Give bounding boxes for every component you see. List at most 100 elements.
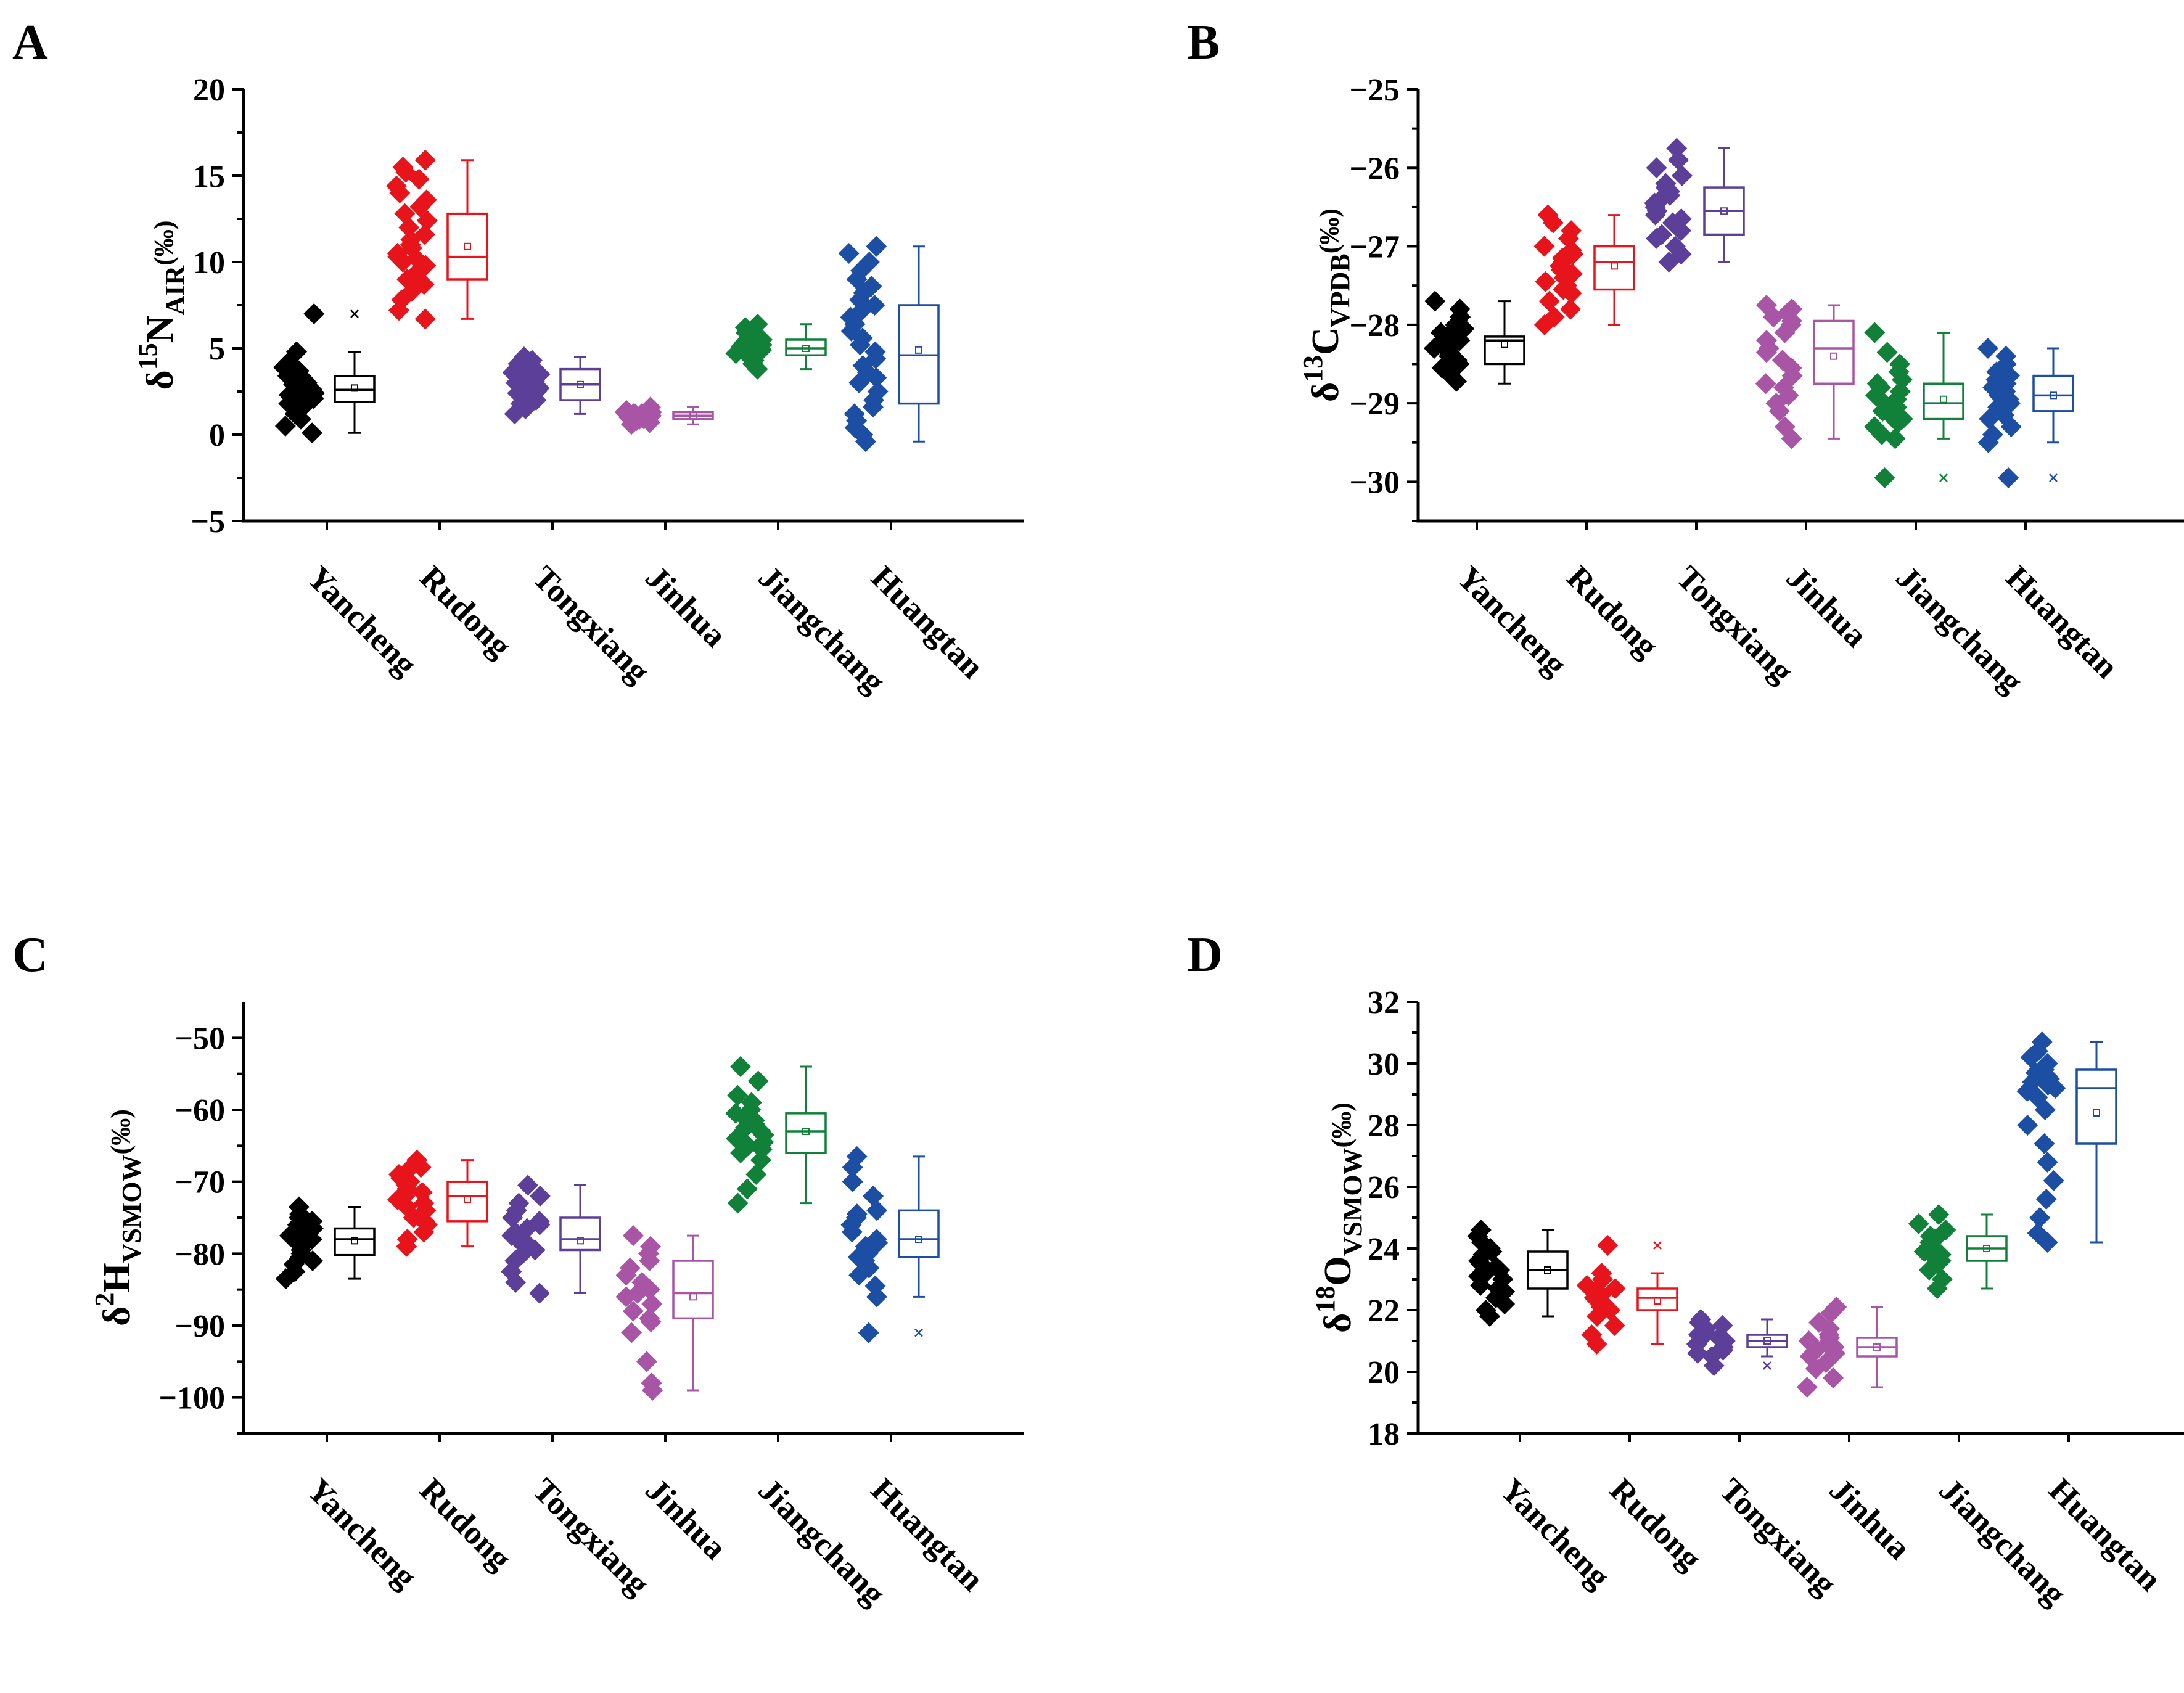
category-huangtan: Huangtan <box>1977 338 2125 686</box>
x-category-label: Yancheng <box>300 559 425 683</box>
data-point <box>1591 1263 1612 1284</box>
data-point <box>1424 290 1446 312</box>
outlier-marker <box>350 309 359 318</box>
data-point <box>513 346 535 367</box>
data-point <box>1485 1256 1507 1277</box>
y-axis-label-part: 2 <box>89 1293 120 1306</box>
y-tick-label: −30 <box>1349 465 1400 500</box>
data-point <box>1919 1226 1941 1247</box>
data-point <box>1774 416 1796 438</box>
y-axis-label-part: δ <box>139 370 181 390</box>
box-iqr <box>898 1209 940 1258</box>
box-iqr <box>785 1112 827 1154</box>
y-axis-label-part: (‰) <box>149 221 179 266</box>
outlier-marker <box>1763 1361 1771 1370</box>
y-tick-label: −27 <box>1349 230 1400 265</box>
data-point <box>1430 322 1451 343</box>
data-point <box>615 1265 637 1286</box>
data-point <box>866 1200 888 1221</box>
data-point <box>2034 1133 2055 1154</box>
data-point <box>858 1322 879 1343</box>
y-tick-label: 24 <box>1368 1232 1400 1267</box>
data-point <box>1908 1213 1929 1234</box>
data-point <box>2037 1053 2058 1074</box>
y-tick-label: 20 <box>1368 1355 1400 1390</box>
data-point <box>1864 322 1886 343</box>
data-point <box>1864 416 1886 438</box>
category-rudong: Rudong <box>386 149 519 665</box>
category-rudong: Rudong <box>1576 1235 1709 1577</box>
data-point <box>1449 298 1471 320</box>
panel-c: C −100 −90 −80 −70 −60 −50 δ2HVSMOW(‰) YanchengR… <box>12 928 1024 1612</box>
data-point <box>1597 1235 1619 1256</box>
y-axis-label-part: δ <box>1305 382 1347 402</box>
data-point <box>1666 137 1688 159</box>
data-point <box>638 1308 660 1329</box>
data-point <box>1533 236 1555 257</box>
category-yancheng: Yancheng <box>1423 290 1574 683</box>
y-axis-label: δ15NAIR(‰) <box>133 221 190 390</box>
mean-marker <box>351 384 358 392</box>
y-tick-label: −5 <box>191 504 225 539</box>
y-axis-label-part: O <box>1317 1256 1359 1285</box>
box-iqr <box>334 1227 376 1256</box>
y-tick-label: −25 <box>1349 73 1400 108</box>
mean-marker <box>351 1237 358 1245</box>
data-point <box>1690 1309 1712 1330</box>
data-point <box>842 1171 863 1192</box>
data-point <box>2035 1189 2057 1210</box>
data-point <box>747 313 768 335</box>
data-point <box>615 400 637 421</box>
y-tick-label: −90 <box>174 1309 225 1344</box>
y-axis-label-part: δ <box>1317 1313 1359 1333</box>
x-category-label: Rudong <box>413 559 519 665</box>
data-point <box>1535 271 1556 292</box>
data-point <box>394 203 416 224</box>
data-point <box>727 1192 749 1214</box>
data-point <box>1543 306 1565 328</box>
data-point <box>1771 350 1793 371</box>
y-tick-label: 32 <box>1368 985 1400 1020</box>
outlier-marker <box>1939 473 1948 482</box>
data-point <box>621 1322 642 1343</box>
data-point <box>2027 1223 2048 1244</box>
data-point <box>1538 290 1560 312</box>
y-axis-label-part: 13 <box>1298 355 1328 382</box>
data-point <box>517 1174 539 1196</box>
mean-marker <box>689 1293 697 1301</box>
outlier-marker <box>2049 473 2058 482</box>
data-point <box>274 416 296 437</box>
mean-marker <box>577 380 584 388</box>
y-axis-label-part: C <box>1305 327 1347 355</box>
data-point <box>619 1257 641 1279</box>
x-category-label: Jinhua <box>639 1471 734 1567</box>
y-tick-label: 30 <box>1368 1047 1400 1082</box>
box-iqr <box>1813 319 1855 385</box>
mean-marker <box>915 1236 922 1243</box>
data-point <box>414 224 435 245</box>
y-axis-label-part: AIR <box>160 265 190 316</box>
data-point <box>2029 1207 2051 1228</box>
data-point <box>1977 338 1998 359</box>
data-point <box>411 1182 433 1203</box>
y-tick-label: 28 <box>1368 1109 1400 1144</box>
data-point <box>1823 1367 1844 1388</box>
data-point <box>729 1056 751 1077</box>
x-category-label: Jinhua <box>639 559 734 654</box>
box-iqr <box>446 212 488 281</box>
x-category-label: Jinhua <box>1823 1471 1918 1567</box>
mean-marker <box>802 1128 810 1135</box>
data-point <box>529 1186 551 1207</box>
data-point <box>858 252 880 273</box>
data-point <box>386 175 408 197</box>
data-point <box>741 1092 762 1113</box>
data-point <box>528 1210 550 1232</box>
box-iqr <box>1593 245 1635 291</box>
box-iqr <box>1484 335 1525 366</box>
category-huangtan: Huangtan <box>838 236 991 686</box>
data-point <box>1561 220 1582 242</box>
mean-marker <box>1501 340 1508 348</box>
box-iqr <box>672 1260 714 1320</box>
data-point <box>1755 295 1777 316</box>
box-iqr <box>446 1180 488 1223</box>
